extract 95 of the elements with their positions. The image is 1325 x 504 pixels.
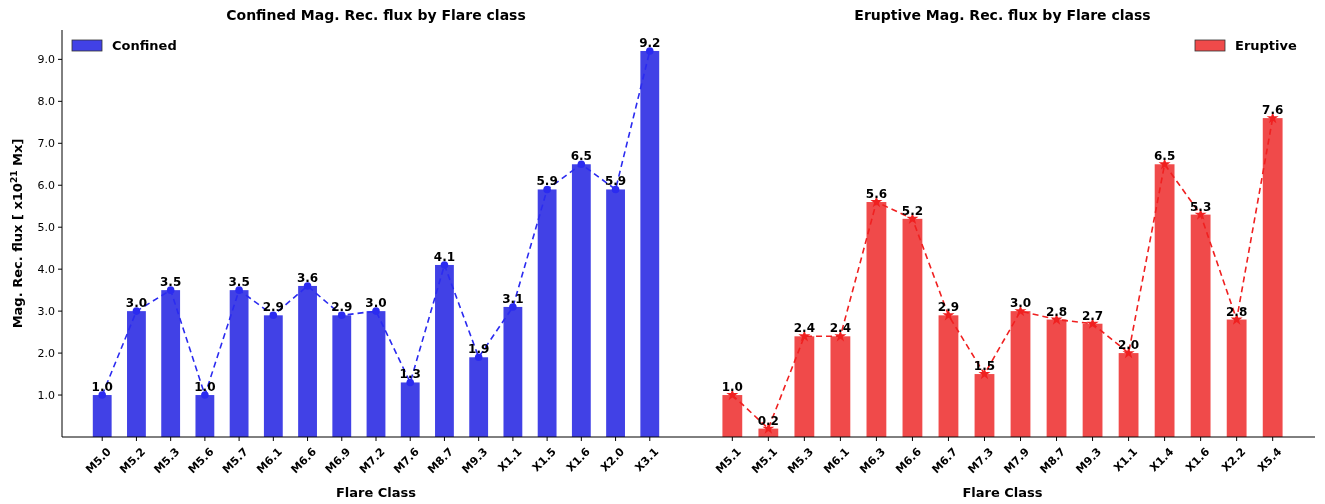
bar (1262, 118, 1283, 437)
bar (435, 264, 454, 437)
data-label: 2.9 (331, 300, 353, 315)
data-label: 2.0 (1117, 338, 1140, 353)
y-tick-label: 4.0 (37, 263, 55, 277)
y-tick-label: 6.0 (37, 179, 55, 193)
bar (161, 290, 181, 437)
bar (606, 189, 625, 437)
data-label: 6.5 (1153, 149, 1176, 164)
bar (1190, 214, 1211, 437)
data-label: 6.5 (570, 149, 592, 164)
bar (537, 189, 557, 437)
bar (469, 357, 489, 437)
y-tick-label: 8.0 (37, 95, 55, 109)
bar (1010, 311, 1031, 437)
point (474, 353, 483, 362)
point (303, 282, 312, 290)
point (132, 307, 141, 315)
bar (366, 311, 386, 437)
bar (127, 311, 146, 437)
bar (332, 315, 352, 437)
bar (571, 164, 591, 437)
y-tick-label: 2.0 (37, 346, 55, 360)
point (337, 311, 346, 320)
y-tick-label: 5.0 (37, 221, 55, 235)
bar (830, 336, 851, 437)
point (543, 185, 551, 194)
data-label: 1.0 (721, 380, 743, 395)
bar (298, 285, 317, 437)
bar (1154, 164, 1175, 437)
data-label: 3.1 (502, 291, 524, 306)
data-label: 5.9 (536, 174, 558, 189)
point (509, 303, 517, 311)
point (201, 391, 209, 399)
data-label: 3.5 (160, 275, 182, 290)
bar (263, 315, 283, 437)
bar (1226, 319, 1247, 437)
data-label: 3.6 (296, 270, 319, 285)
bar (902, 218, 923, 437)
data-label: 2.9 (937, 300, 960, 315)
bar (640, 50, 660, 437)
data-label: 4.1 (433, 249, 456, 264)
data-label: 5.3 (1189, 199, 1212, 214)
bar (229, 290, 249, 437)
data-label: 1.9 (468, 342, 490, 357)
bar (1118, 353, 1139, 437)
data-label: 5.9 (604, 174, 627, 189)
bar (794, 336, 815, 437)
bar (938, 315, 959, 437)
bar (1082, 323, 1103, 437)
point (235, 286, 243, 294)
y-tick-label: 9.0 (37, 53, 55, 67)
data-label: 1.3 (399, 367, 421, 382)
data-label: 3.5 (228, 275, 250, 290)
data-label: 2.7 (1081, 308, 1104, 323)
legend-label: Eruptive (1235, 38, 1297, 53)
data-label: 3.0 (365, 296, 387, 311)
data-label: 3.0 (1009, 296, 1032, 311)
chart-title: Confined Mag. Rec. flux by Flare class (226, 7, 526, 23)
data-label: 5.6 (865, 187, 888, 202)
data-label: 1.0 (91, 380, 113, 395)
data-label: 2.8 (1226, 304, 1248, 319)
bar (866, 202, 887, 437)
point (166, 286, 175, 294)
point (406, 378, 415, 387)
point (372, 307, 380, 315)
data-label: 9.2 (639, 35, 661, 50)
bar (503, 306, 523, 437)
chart-title: Eruptive Mag. Rec. flux by Flare class (854, 7, 1151, 23)
data-label: 2.4 (793, 321, 816, 336)
bar (1046, 319, 1067, 437)
point (440, 261, 449, 269)
point (611, 185, 620, 194)
bar (92, 395, 112, 437)
bar (195, 395, 215, 437)
point (269, 311, 278, 320)
data-label: 7.6 (1262, 103, 1284, 118)
point (646, 47, 654, 55)
bar (400, 382, 420, 437)
legend-label: Confined (112, 38, 177, 53)
data-label: 0.2 (757, 413, 779, 428)
data-label: 3.0 (125, 296, 148, 311)
bar (974, 374, 995, 437)
point (98, 391, 106, 399)
data-label: 2.9 (262, 300, 284, 315)
y-tick-label: 1.0 (37, 388, 55, 402)
data-label: 2.8 (1045, 304, 1068, 319)
point (577, 160, 586, 169)
bar (722, 395, 743, 437)
data-label: 1.0 (194, 380, 216, 395)
y-tick-label: 3.0 (37, 304, 55, 318)
x-axis-title: Flare Class (962, 485, 1043, 500)
x-axis-title: Flare Class (335, 485, 417, 500)
data-label: 5.2 (901, 203, 924, 218)
y-tick-label: 7.0 (37, 137, 55, 151)
